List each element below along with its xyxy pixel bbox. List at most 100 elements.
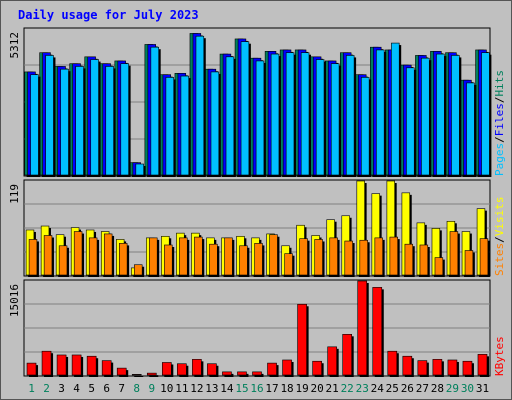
pages-bar-28 — [436, 53, 447, 177]
legend-item: / — [493, 136, 506, 143]
legend-visits-sites: Sites/Visits — [493, 197, 506, 277]
pages-bar-23-face — [361, 77, 370, 176]
x-tick-label: 5 — [88, 382, 95, 395]
sites-bar-2-face — [43, 235, 53, 276]
x-tick-label: 15 — [235, 382, 248, 395]
pages-bar-8-face — [135, 163, 144, 176]
pages-bar-1 — [30, 74, 41, 177]
pages-bar-8 — [135, 163, 146, 177]
sites-bar-9 — [149, 237, 160, 277]
kbytes-bar-19-face — [297, 303, 307, 376]
sites-bar-7 — [119, 243, 130, 277]
sites-bar-12 — [194, 236, 205, 277]
sites-bar-16 — [254, 243, 265, 277]
pages-bar-4-face — [75, 66, 84, 176]
kbytes-bar-30-face — [462, 360, 473, 376]
x-tick-label: 1 — [28, 382, 35, 395]
sites-bar-8-face — [134, 264, 143, 276]
legend-item: Files — [493, 103, 506, 136]
pages-bar-25-face — [391, 42, 400, 176]
sites-bar-27-face — [419, 244, 429, 276]
pages-bar-5 — [90, 59, 101, 178]
pages-bar-2-face — [45, 55, 54, 176]
pages-bar-13-face — [210, 71, 220, 176]
pages-bar-22 — [345, 55, 357, 177]
kbytes-bar-8-shadow — [134, 376, 144, 377]
pages-bar-30 — [466, 82, 477, 177]
x-tick-label: 16 — [250, 382, 263, 395]
legend-item: Pages — [493, 143, 506, 176]
pages-bar-14 — [225, 56, 236, 177]
x-tick-label: 3 — [58, 382, 65, 395]
x-tick-label: 27 — [416, 382, 429, 395]
pages-bar-7-face — [120, 63, 129, 176]
pages-bar-20 — [315, 59, 327, 178]
pages-bar-23 — [361, 77, 372, 177]
kbytes-bar-16 — [252, 371, 264, 377]
sites-bar-8 — [134, 264, 145, 277]
sites-bar-14 — [224, 237, 235, 277]
kbytes-bar-12-face — [192, 359, 202, 376]
sites-bar-21-face — [329, 237, 338, 276]
pages-bar-27 — [421, 57, 432, 177]
y-max-label: 15016 — [8, 284, 21, 317]
pages-bar-6 — [105, 66, 116, 177]
pages-bar-16-face — [255, 60, 265, 176]
sites-bar-24 — [374, 237, 385, 277]
panel-visits-sites: 119 Sites/Visits — [8, 179, 506, 277]
sites-bar-14-face — [224, 237, 233, 276]
x-tick-label: 9 — [148, 382, 155, 395]
kbytes-bar-2-face — [41, 350, 52, 376]
pages-bar-10-face — [165, 77, 175, 176]
sites-bar-5-face — [88, 237, 98, 276]
sites-bar-13-face — [209, 243, 218, 276]
kbytes-bar-5 — [86, 355, 99, 377]
kbytes-bar-30 — [462, 360, 474, 377]
kbytes-bar-26-face — [402, 355, 413, 376]
pages-bar-28-face — [436, 53, 445, 176]
kbytes-bar-9 — [146, 372, 159, 377]
kbytes-bar-1 — [26, 362, 39, 377]
pages-bar-11 — [180, 75, 191, 177]
kbytes-bar-22-face — [342, 334, 353, 376]
legend-item: / — [493, 97, 506, 104]
sites-bar-22 — [344, 240, 355, 277]
kbytes-bar-14 — [222, 371, 234, 377]
x-tick-label: 20 — [311, 382, 324, 395]
kbytes-bar-12 — [192, 359, 204, 377]
pages-bar-24 — [376, 49, 387, 177]
kbytes-bar-16-face — [252, 371, 262, 376]
sites-bar-30-face — [464, 250, 474, 276]
pages-bar-25 — [391, 42, 402, 177]
kbytes-bar-20 — [312, 360, 324, 377]
x-tick-label: 31 — [476, 382, 489, 395]
kbytes-bar-3 — [56, 354, 69, 377]
kbytes-bar-16-shadow — [254, 373, 264, 377]
sites-bar-6 — [103, 233, 115, 277]
x-tick-label: 29 — [446, 382, 459, 395]
sites-bar-3-face — [58, 245, 68, 276]
kbytes-bar-28-face — [432, 359, 443, 376]
kbytes-bar-3-face — [56, 354, 67, 376]
pages-bar-19-face — [300, 52, 310, 176]
kbytes-bar-5-face — [86, 355, 97, 376]
sites-bar-22-face — [344, 240, 353, 276]
x-tick-label: 14 — [220, 382, 234, 395]
pages-bar-17 — [270, 53, 281, 177]
series-pages — [30, 35, 492, 178]
x-tick-label: 19 — [295, 382, 308, 395]
sites-bar-4-face — [73, 231, 83, 276]
legend-item: Sites — [493, 243, 506, 276]
kbytes-bar-13-face — [207, 363, 217, 376]
sites-bar-27 — [419, 244, 430, 277]
sites-bar-15 — [239, 245, 250, 277]
kbytes-bar-24 — [372, 287, 384, 377]
sites-bar-24-face — [374, 237, 383, 276]
pages-bar-29 — [451, 55, 462, 177]
sites-bar-17-face — [269, 234, 278, 276]
pages-bar-13 — [210, 71, 221, 177]
sites-bar-5 — [88, 237, 100, 277]
